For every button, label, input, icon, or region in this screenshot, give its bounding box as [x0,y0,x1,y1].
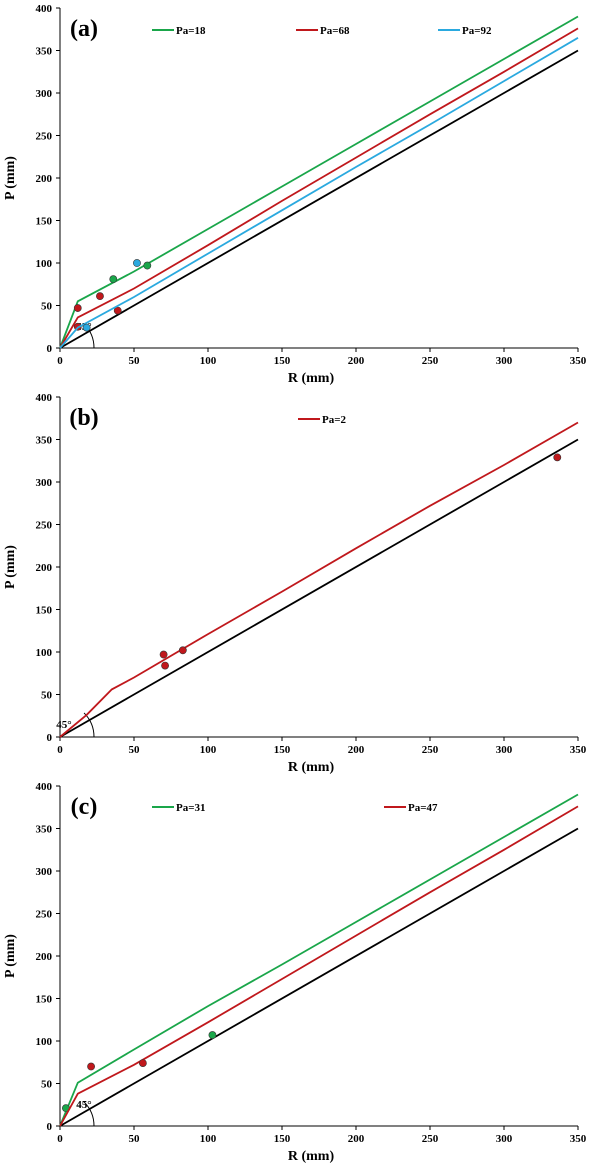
panel-label: (a) [70,16,98,42]
x-tick-label: 300 [496,744,513,756]
y-tick-label: 250 [36,909,53,921]
x-tick-label: 200 [348,355,365,367]
data-point [161,661,169,670]
y-tick-label: 50 [41,301,53,313]
x-tick-label: 350 [570,744,587,756]
y-tick-label: 200 [36,951,53,963]
x-tick-label: 100 [200,355,217,367]
legend-label: Pa=47 [408,802,438,814]
data-point [109,275,118,284]
angle-arc [83,712,95,738]
x-tick-label: 0 [57,355,63,367]
y-tick-label: 400 [36,392,53,404]
series-line-1 [59,15,579,349]
data-point [178,646,187,655]
chart-panel-3: 0 50 100 150 200 250 300 350 400 0 50 100 150 200 250 3… [3,781,587,1164]
data-point [96,292,104,301]
legend-label: Pa=68 [320,25,350,37]
y-tick-label: 100 [36,647,53,659]
y-tick-label: 350 [36,46,53,58]
x-tick-label: 150 [274,1133,291,1145]
angle-arc [83,1101,95,1127]
y-tick-label: 50 [41,690,53,702]
data-point [208,1031,217,1039]
y-tick-label: 200 [36,562,53,574]
y-axis-label: P (mm) [3,545,18,589]
series-line-2 [59,805,579,1127]
y-tick-label: 150 [36,994,53,1006]
x-tick-label: 0 [57,744,63,756]
x-tick-label: 250 [422,744,439,756]
x-tick-label: 100 [200,1133,217,1145]
y-tick-label: 400 [36,3,53,15]
y-tick-label: 0 [47,343,53,355]
reference-line-45deg [59,438,579,738]
legend-label: Pa=18 [176,25,206,37]
x-tick-label: 50 [129,355,141,367]
x-tick-label: 50 [129,1133,141,1145]
y-tick-label: 100 [36,258,53,270]
y-axis-label: P (mm) [3,156,18,200]
x-tick-label: 150 [274,355,291,367]
y-axis-label: P (mm) [3,934,18,978]
data-point [87,1062,95,1071]
reference-line-45deg [59,49,579,349]
reference-line-45deg [59,827,579,1127]
x-tick-label: 200 [348,744,365,756]
data-point [82,323,91,332]
y-tick-label: 350 [36,435,53,447]
y-tick-label: 0 [47,1121,53,1133]
data-point [159,650,168,659]
x-tick-label: 350 [570,355,587,367]
series-line-1 [59,793,579,1127]
legend-label: Pa=2 [322,414,346,426]
y-tick-label: 300 [36,866,53,878]
y-tick-label: 100 [36,1036,53,1048]
y-tick-label: 0 [47,732,53,744]
y-tick-label: 350 [36,824,53,836]
x-axis-label: R (mm) [288,760,335,775]
x-tick-label: 250 [422,355,439,367]
x-axis-label: R (mm) [288,371,335,386]
x-tick-label: 300 [496,355,513,367]
x-axis-label: R (mm) [288,1149,335,1164]
data-point [113,306,122,315]
x-tick-label: 150 [274,744,291,756]
data-point [553,453,562,462]
panel-label: (b) [69,405,98,431]
series-line-1 [59,421,579,738]
panel-label: (c) [71,794,98,820]
series-line-3 [59,37,579,349]
x-tick-label: 50 [129,744,141,756]
x-tick-label: 300 [496,1133,513,1145]
x-tick-label: 250 [422,1133,439,1145]
x-tick-label: 200 [348,1133,365,1145]
y-tick-label: 300 [36,88,53,100]
angle-label: 45° [76,1099,91,1111]
y-tick-label: 250 [36,520,53,532]
series-line-2 [59,27,579,349]
x-tick-label: 350 [570,1133,587,1145]
angle-label: 45° [56,719,71,731]
data-point [73,304,82,312]
x-tick-label: 0 [57,1133,63,1145]
y-tick-label: 250 [36,131,53,143]
chart-panel-2: 0 50 100 150 200 250 300 350 400 0 50 100 150 200 250 3… [3,392,587,775]
legend-label: Pa=31 [176,802,206,814]
y-tick-label: 150 [36,605,53,617]
legend-label: Pa=92 [462,25,492,37]
y-tick-label: 300 [36,477,53,489]
chart-panel-1: 0 50 100 150 200 250 300 350 400 0 50 100 150 200 250 3… [3,3,587,386]
data-point [138,1059,147,1067]
y-tick-label: 200 [36,173,53,185]
y-tick-label: 50 [41,1079,53,1091]
y-tick-label: 150 [36,216,53,228]
y-tick-label: 400 [36,781,53,793]
data-point [143,261,152,270]
x-tick-label: 100 [200,744,217,756]
data-point [133,259,141,267]
